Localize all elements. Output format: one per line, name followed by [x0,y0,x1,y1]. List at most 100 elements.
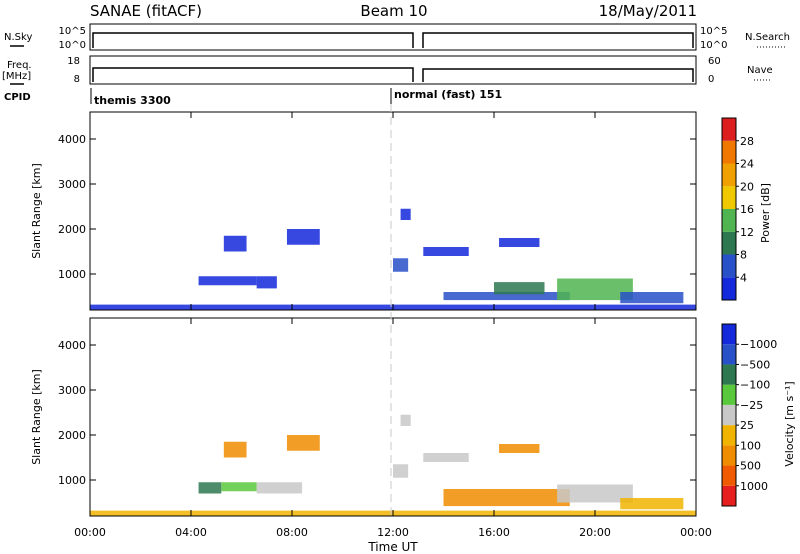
power-colorbar-swatch-7 [722,118,736,141]
power-ytick-label-2: 3000 [58,178,86,191]
nave-tick-top: 60 [708,56,721,67]
power-axes: 1000 2000 3000 4000 [58,133,696,281]
velocity-colorbar-swatch-4 [722,404,736,426]
velocity-colorbar: 1000 500 100 25 −25 −100 −500 −1000 [721,323,777,507]
xtick-label-4: 16:00 [478,526,510,539]
power-colorbar-swatch-0 [722,277,736,300]
velocity-colorbar-swatch-5 [722,384,736,405]
power-cell-8 [443,292,570,301]
power-cell-3 [256,276,277,289]
velocity-cell-2 [198,482,222,494]
freq-trace-1 [92,67,414,82]
power-colorbar-swatch-5 [722,163,736,187]
power-colorbar-label-4: 20 [740,180,754,193]
freq-strip-frame [89,55,697,85]
power-cell-9 [494,282,545,295]
velocity-colorbar-label-1: 500 [740,460,761,473]
date-title: 18/May/2011 [599,2,697,20]
power-cell-2 [198,276,257,286]
velocity-ytick-label-1: 2000 [58,429,86,442]
velocity-colorbar-label-0: 1000 [740,480,768,493]
velocity-cell-8 [499,444,540,453]
power-colorbar-swatch-1 [722,254,736,278]
velocity-cell-5 [393,464,409,478]
velocity-colorbar-swatch-6 [722,364,736,385]
freq-label-line2: [MHz] [2,71,31,82]
xtick-label-2: 08:00 [276,526,308,539]
velocity-colorbar-frame [721,323,737,507]
velocity-cell-10 [557,484,633,503]
power-colorbar-label-2: 12 [740,226,754,239]
power-cell-4 [393,258,409,272]
cpid-label: CPID [4,92,31,103]
noise-left-tick-top: 10^5 [59,26,86,37]
power-colorbar-label-3: 16 [740,203,754,216]
noise-trace-1 [92,32,414,48]
velocity-colorbar-swatch-3 [722,425,736,446]
velocity-cell-1 [286,435,320,451]
noise-right-tick-top: 10^5 [700,26,727,37]
freq-tick-top: 18 [67,56,80,67]
cpid-label-themis: themis 3300 [94,94,171,107]
noise-trace-2 [422,32,694,48]
power-colorbar-swatch-4 [722,186,736,209]
power-cell-1 [286,229,320,245]
station-title: SANAE (fitACF) [90,2,202,20]
xtick-label-6: 00:00 [680,526,712,539]
noise-right-tick-bottom: 10^0 [700,40,727,51]
power-cell-7 [499,238,540,247]
power-colorbar-label-6: 28 [740,135,754,148]
velocity-cell-0 [223,441,247,458]
power-ytick-label-0: 1000 [58,268,86,281]
velocity-colorbar-label-7: −1000 [740,338,777,351]
freq-label-line1: Freq. [7,60,32,71]
power-colorbar-label-0: 4 [740,271,747,284]
freq-trace-2 [422,68,694,82]
velocity-colorbar-label-4: −25 [740,399,763,412]
velocity-data-cells [90,414,696,516]
velocity-cell-6 [400,414,411,426]
power-data-cells [90,208,696,310]
xtick-label-1: 04:00 [175,526,207,539]
velocity-colorbar-label-3: 25 [740,419,754,432]
cpid-label-normal: normal (fast) 151 [394,88,502,101]
xtick-label-5: 20:00 [579,526,611,539]
time-axis-label: Time UT [367,540,418,554]
beam-title: Beam 10 [360,2,427,20]
velocity-cell-4 [256,482,303,494]
nsearch-label: N.Search [745,32,790,43]
time-axis: 00:00 04:00 08:00 12:00 16:00 20:00 00:00 [74,112,712,539]
power-cell-5 [400,208,411,220]
velocity-axes: 1000 2000 3000 4000 [58,339,696,487]
noise-strip-frame [89,23,697,51]
power-ytick-label-3: 4000 [58,133,86,146]
power-colorbar-swatch-3 [722,209,736,232]
power-colorbar: 4 8 12 16 20 24 28 [721,117,754,301]
nave-tick-bottom: 0 [708,74,714,85]
power-colorbar-swatch-6 [722,140,736,164]
power-cell-6 [423,247,469,256]
velocity-colorbar-label-6: −500 [740,358,770,371]
velocity-colorbar-label-5: −100 [740,379,770,392]
velocity-colorbar-label-2: 100 [740,439,761,452]
power-colorbar-swatch-2 [722,231,736,255]
velocity-ytick-label-0: 1000 [58,474,86,487]
power-y-axis-label: Slant Range [km] [30,163,43,259]
velocity-colorbar-swatch-2 [722,445,736,466]
freq-tick-bottom: 8 [74,74,80,85]
power-colorbar-label-1: 8 [740,249,747,262]
noise-left-tick-bottom: 10^0 [59,40,86,51]
velocity-cell-11 [620,498,684,510]
velocity-colorbar-swatch-0 [722,485,736,506]
velocity-cell-9 [443,489,570,507]
xtick-label-0: 00:00 [74,526,106,539]
velocity-ytick-label-2: 3000 [58,384,86,397]
nsky-label: N.Sky [4,32,32,43]
velocity-cell-7 [423,453,469,462]
velocity-y-axis-label: Slant Range [km] [30,369,43,465]
velocity-ytick-label-3: 4000 [58,339,86,352]
power-colorbar-label-5: 24 [740,158,754,171]
velocity-colorbar-swatch-1 [722,465,736,486]
power-cell-11 [620,292,684,304]
